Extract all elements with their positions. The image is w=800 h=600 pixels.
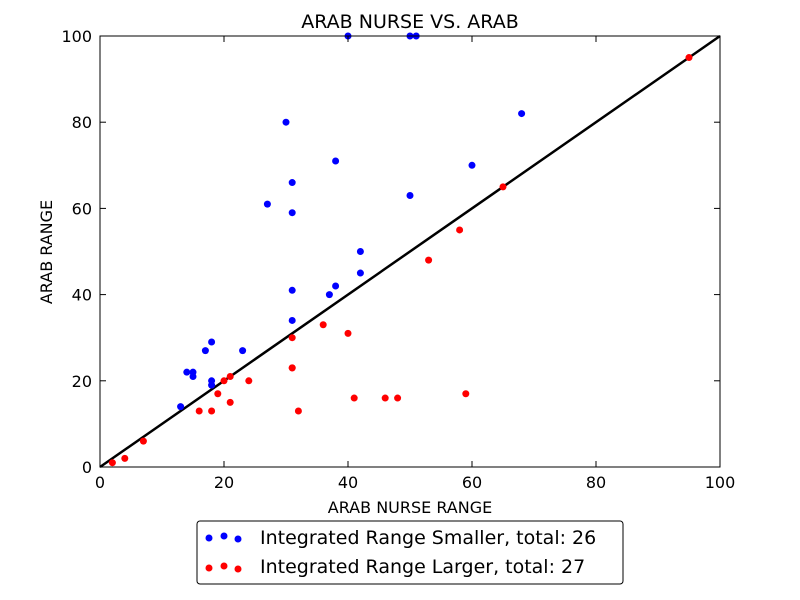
point-integrated-larger — [108, 459, 116, 467]
point-integrated-larger — [121, 454, 129, 462]
point-integrated-larger — [425, 256, 433, 264]
point-integrated-larger — [319, 321, 327, 329]
legend-marker-larger — [234, 565, 242, 573]
x-tick-label: 60 — [462, 473, 482, 492]
y-tick-label: 100 — [61, 27, 92, 46]
y-tick-label: 0 — [82, 458, 92, 477]
point-integrated-smaller — [183, 368, 191, 376]
y-tick-label: 80 — [72, 113, 92, 132]
point-integrated-larger — [208, 407, 216, 415]
point-integrated-smaller — [201, 347, 209, 355]
x-tick-label: 20 — [214, 473, 234, 492]
point-integrated-smaller — [282, 118, 290, 126]
legend-label-larger: Integrated Range Larger, total: 27 — [260, 556, 585, 578]
point-integrated-larger — [288, 364, 296, 372]
y-axis-label: ARAB RANGE — [37, 200, 56, 304]
point-integrated-larger — [350, 394, 358, 402]
x-axis-label: ARAB NURSE RANGE — [328, 498, 492, 517]
point-integrated-smaller — [468, 161, 476, 169]
point-integrated-smaller — [332, 282, 340, 290]
point-integrated-larger — [195, 407, 203, 415]
legend-marker-smaller — [220, 532, 228, 540]
point-integrated-smaller — [208, 338, 216, 346]
x-tick-label: 80 — [586, 473, 606, 492]
legend-marker-smaller — [234, 535, 242, 543]
point-integrated-smaller — [518, 110, 526, 118]
legend: Integrated Range Smaller, total: 26 Inte… — [196, 520, 624, 585]
point-integrated-smaller — [356, 269, 364, 277]
point-integrated-smaller — [177, 403, 185, 411]
point-integrated-larger — [381, 394, 389, 402]
legend-marker-smaller — [205, 534, 213, 542]
point-integrated-smaller — [263, 200, 271, 208]
point-integrated-larger — [456, 226, 464, 234]
point-integrated-smaller — [356, 248, 364, 255]
point-integrated-larger — [462, 390, 470, 398]
point-integrated-larger — [214, 390, 222, 398]
x-tick-label: 40 — [338, 473, 358, 492]
chart-title: ARAB NURSE VS. ARAB — [301, 11, 519, 33]
legend-marker-larger — [220, 562, 228, 570]
legend-marker-larger — [205, 564, 213, 572]
axis-ticks: 0 20 40 60 80 100 0 20 40 60 80 100 — [61, 27, 735, 492]
x-tick-label: 100 — [705, 473, 736, 492]
point-integrated-larger — [294, 407, 302, 415]
point-integrated-smaller — [189, 368, 197, 376]
point-integrated-smaller — [406, 191, 414, 199]
point-integrated-larger — [499, 183, 507, 191]
point-integrated-larger — [685, 54, 693, 62]
point-integrated-smaller — [325, 291, 333, 299]
legend-label-smaller: Integrated Range Smaller, total: 26 — [260, 527, 596, 549]
point-integrated-smaller — [288, 286, 296, 294]
y-tick-label: 20 — [72, 372, 92, 391]
point-integrated-larger — [226, 372, 234, 380]
plot-area — [99, 32, 721, 469]
point-integrated-smaller — [288, 179, 296, 187]
point-integrated-larger — [226, 398, 234, 406]
point-integrated-smaller — [239, 347, 247, 355]
point-integrated-larger — [288, 334, 296, 342]
legend-box — [196, 520, 624, 585]
point-integrated-smaller — [208, 377, 216, 385]
point-integrated-smaller — [288, 316, 296, 324]
point-integrated-larger — [139, 437, 147, 445]
plot-frame — [99, 35, 721, 468]
point-integrated-larger — [220, 377, 228, 385]
y-tick-label: 60 — [72, 199, 92, 218]
y-tick-label: 40 — [72, 286, 92, 305]
point-integrated-smaller — [332, 157, 340, 165]
point-integrated-larger — [344, 329, 352, 337]
identity-line — [99, 34, 721, 469]
x-tick-label: 0 — [95, 473, 105, 492]
point-integrated-smaller — [288, 209, 296, 217]
point-integrated-larger — [245, 377, 253, 385]
point-integrated-larger — [394, 394, 402, 402]
